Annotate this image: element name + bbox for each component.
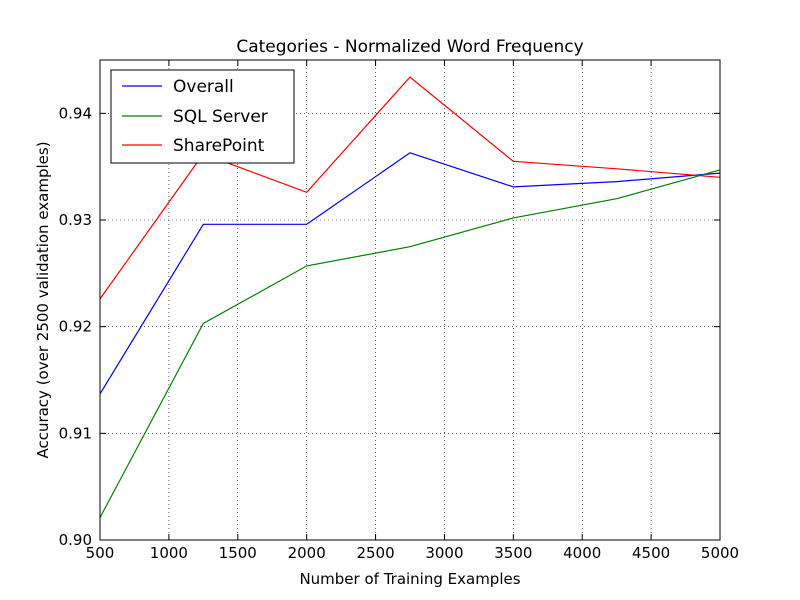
plot-frame [99,59,721,541]
y-tick-label: 0.93 [59,211,92,229]
x-tick-label: 2000 [288,544,326,562]
x-tick-label: 2500 [356,544,394,562]
chart-title: Categories - Normalized Word Frequency [236,37,583,57]
legend: Overall SQL Server SharePoint [110,69,295,164]
y-axis-label: Accuracy (over 2500 validation examples) [34,141,52,458]
x-tick-label: 5000 [701,544,739,562]
legend-label-overall: Overall [173,77,234,97]
legend-label-sql-server: SQL Server [173,107,268,127]
x-tick-label: 3000 [425,544,463,562]
x-tick-label: 1000 [150,544,188,562]
series-line-overall [99,152,721,395]
x-tick-label: 4000 [563,544,601,562]
y-tick-label: 0.94 [59,104,92,122]
series-line-sql-server [99,169,721,518]
y-tick-label: 0.90 [59,531,92,549]
legend-label-sharepoint: SharePoint [173,136,265,156]
y-tick-label: 0.91 [59,424,92,442]
x-tick-label: 4500 [632,544,670,562]
y-tick-label: 0.92 [59,318,92,336]
x-axis-label: Number of Training Examples [299,570,520,588]
x-tick-label: 3500 [494,544,532,562]
x-tick-label: 1500 [219,544,257,562]
x-tick-label: 500 [86,544,115,562]
axis-ticks: 500 1000 1500 2000 2500 3000 3500 4000 4500 5000 0… [59,60,739,562]
